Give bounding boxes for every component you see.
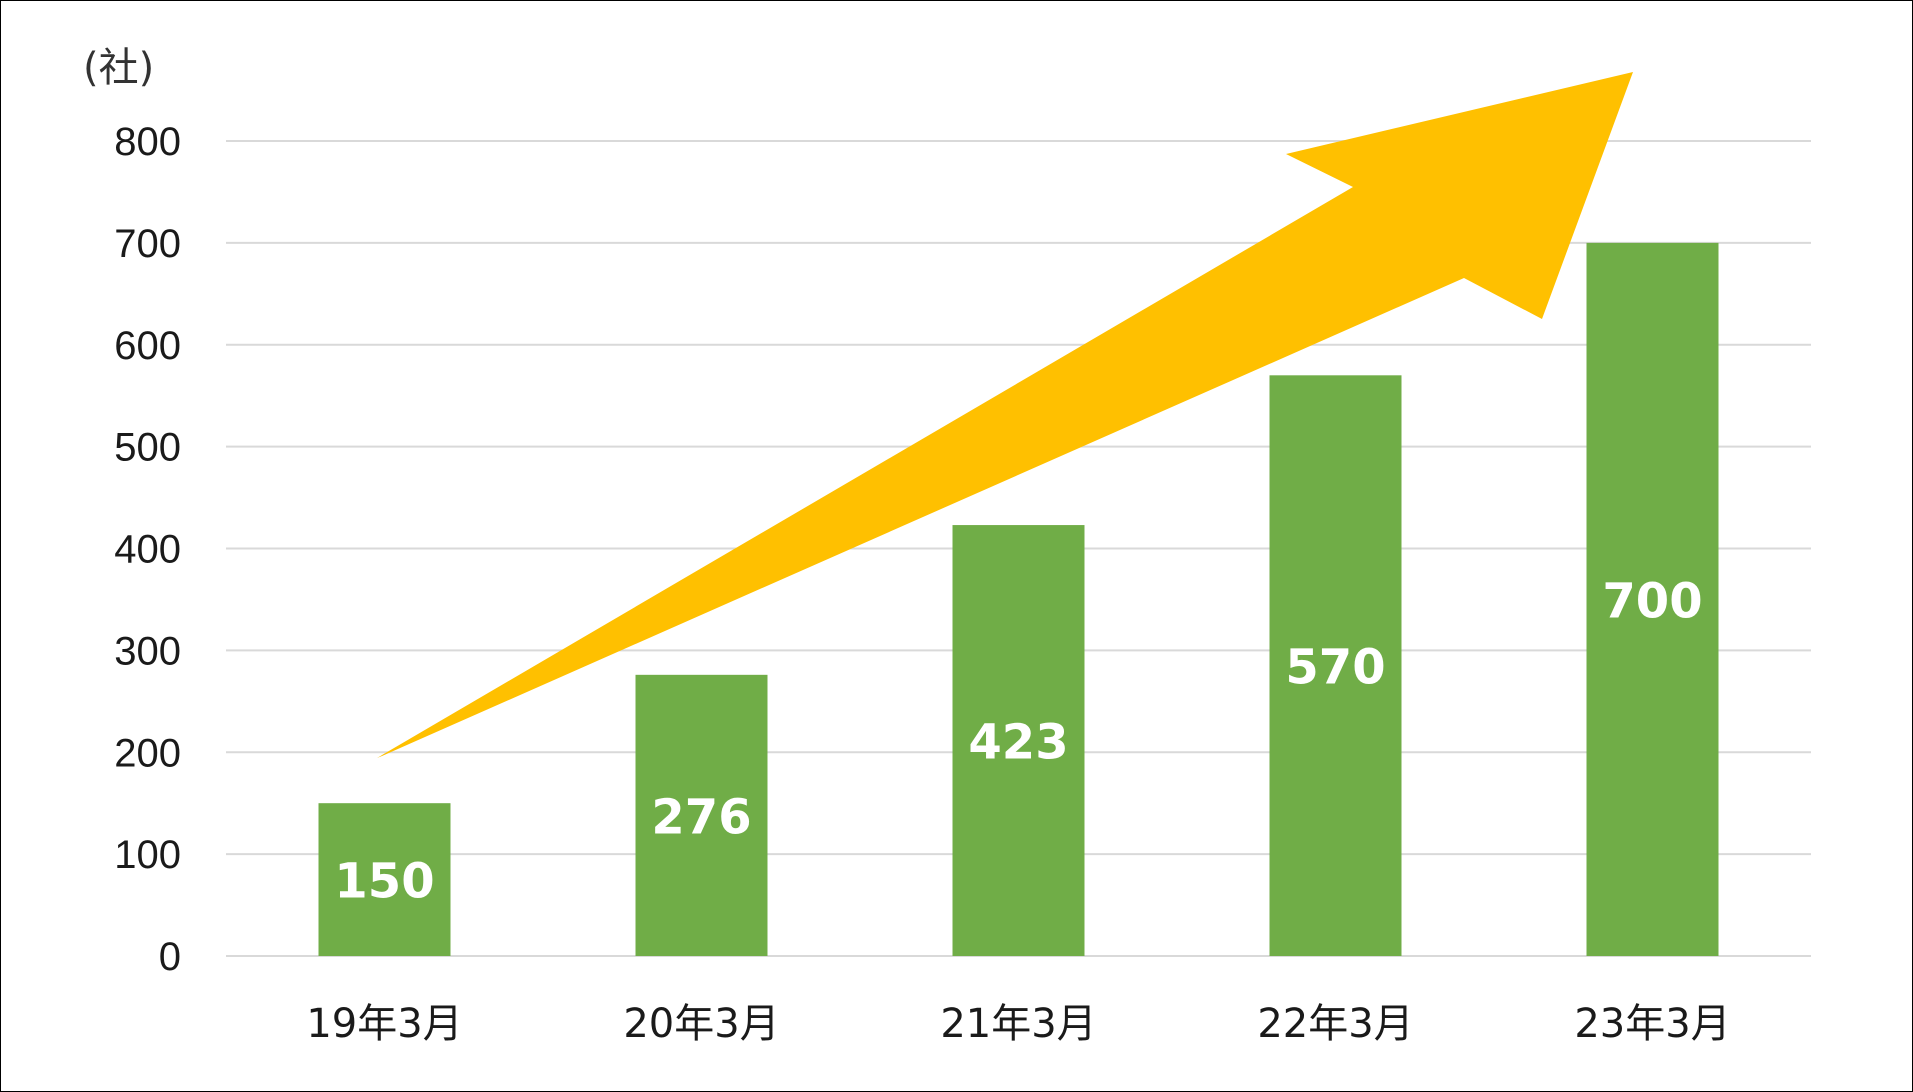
upward-trend-arrow-icon (377, 72, 1633, 758)
bar-data-label: 700 (1602, 573, 1702, 629)
y-axis-ticks: 0 100 200 300 400 500 600 700 800 (114, 120, 181, 979)
x-category-label: 19年3月 (306, 1001, 462, 1047)
bar (952, 525, 1085, 956)
x-category-label: 22年3月 (1257, 1001, 1413, 1047)
bar (318, 803, 451, 956)
y-tick-label: 700 (114, 222, 181, 266)
x-category-label: 20年3月 (623, 1001, 779, 1047)
y-tick-label: 300 (114, 629, 181, 673)
x-category-label: 23年3月 (1574, 1001, 1730, 1047)
bar-data-label: 150 (334, 854, 434, 910)
bar (1269, 375, 1402, 956)
y-tick-label: 200 (114, 731, 181, 775)
bar-data-label: 570 (1285, 640, 1385, 696)
bar (635, 674, 768, 956)
y-tick-label: 600 (114, 324, 181, 368)
y-tick-label: 800 (114, 120, 181, 164)
y-tick-label: 100 (114, 833, 181, 877)
y-axis-unit-label: (社) (83, 45, 154, 91)
bar (1586, 242, 1719, 956)
x-axis-category-labels: 19年3月 20年3月 21年3月 22年3月 23年3月 (306, 1001, 1730, 1047)
y-tick-label: 500 (114, 426, 181, 470)
bars: 150 276 423 570 700 (318, 242, 1719, 956)
x-category-label: 21年3月 (940, 1001, 1096, 1047)
bar-data-label: 423 (968, 715, 1068, 771)
bar-data-label: 276 (651, 789, 751, 845)
y-tick-label: 0 (159, 935, 181, 979)
y-tick-label: 400 (114, 528, 181, 572)
